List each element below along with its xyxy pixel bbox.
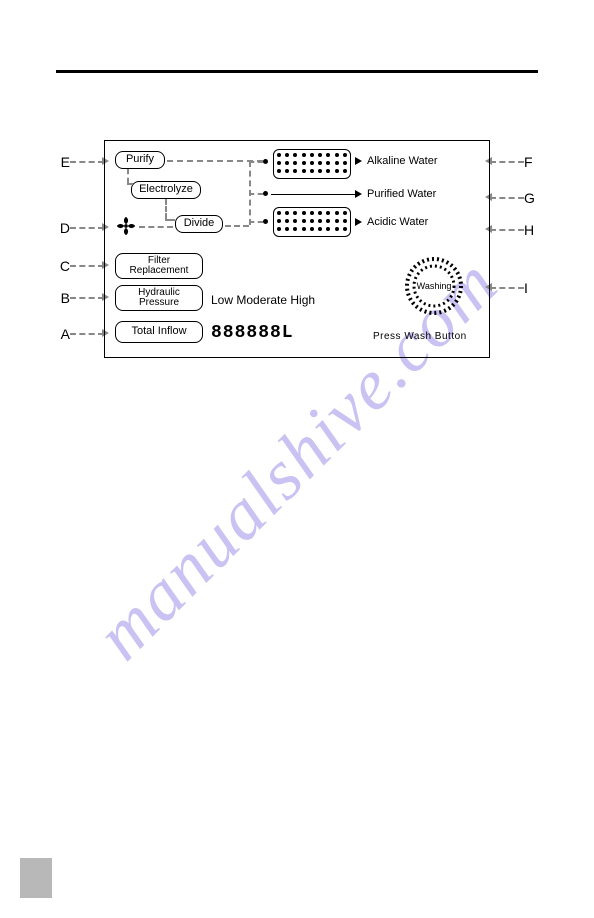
pressure-level-labels: Low Moderate High — [211, 293, 315, 307]
arrow-purified — [355, 190, 362, 198]
purify-indicator: Purify — [115, 151, 165, 169]
filter-replacement-indicator: Filter Replacement — [115, 253, 203, 279]
alkaline-dotgrid — [273, 149, 351, 179]
arrow-acidic — [355, 218, 362, 226]
lead-D — [70, 227, 104, 229]
callout-D: D — [56, 220, 70, 236]
callout-I: I — [524, 280, 538, 296]
callout-F: F — [524, 154, 538, 170]
link-ed-h — [165, 219, 175, 221]
lead-C — [70, 265, 104, 267]
purified-water-label: Purified Water — [367, 188, 436, 200]
callout-B: B — [56, 290, 70, 306]
dot-purified — [263, 191, 268, 196]
dot-alkaline — [263, 159, 268, 164]
lead-I — [490, 287, 524, 289]
lcd-diagram: E D C B A F G H I Purify Electrolyze Div… — [56, 140, 538, 370]
lead-F — [490, 161, 524, 163]
link-pe-h — [127, 183, 133, 185]
lead-B — [70, 297, 104, 299]
callout-A: A — [56, 326, 70, 342]
arrow-alkaline — [355, 157, 362, 165]
total-inflow-indicator: Total Inflow — [115, 321, 203, 343]
callout-E: E — [56, 154, 70, 170]
callout-H: H — [524, 222, 538, 238]
acidic-dotgrid — [273, 207, 351, 237]
callout-C: C — [56, 258, 70, 274]
bracket-mid — [249, 193, 263, 195]
hydraulic-pressure-indicator: Hydraulic Pressure — [115, 285, 203, 311]
top-rule — [56, 70, 538, 73]
link-pe-v — [127, 169, 129, 183]
washing-label: Washing — [417, 281, 452, 291]
divide-indicator: Divide — [175, 215, 223, 233]
callout-G: G — [524, 190, 538, 206]
link-ed-v — [165, 199, 167, 219]
lead-E — [70, 161, 104, 163]
bracket-base — [225, 225, 249, 227]
lead-H — [490, 229, 524, 231]
press-wash-text: Press Wash Button — [373, 331, 467, 342]
electrolyze-indicator: Electrolyze — [131, 181, 201, 199]
purified-line — [271, 194, 355, 195]
alkaline-water-label: Alkaline Water — [367, 155, 438, 167]
link-fan-divide — [139, 226, 173, 228]
dot-acidic — [263, 219, 268, 224]
purify-link — [167, 160, 263, 162]
inflow-counter: 888888L — [211, 323, 294, 343]
page-number-box — [20, 858, 52, 898]
lead-G — [490, 197, 524, 199]
fan-icon — [115, 215, 137, 237]
lcd-panel: Purify Electrolyze Divide Filter — [104, 140, 490, 358]
lead-A — [70, 333, 104, 335]
bracket-bot — [249, 221, 263, 223]
washing-indicator: Washing — [405, 257, 463, 315]
acidic-water-label: Acidic Water — [367, 216, 428, 228]
